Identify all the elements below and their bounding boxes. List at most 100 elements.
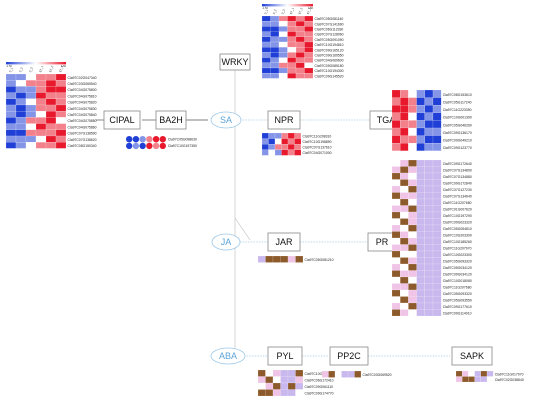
heatmap-cell — [391, 296, 401, 304]
heatmap-cell — [416, 296, 425, 304]
heatmap-cell — [272, 376, 281, 384]
heatmap-cell — [391, 302, 401, 310]
heatmap-cell — [294, 144, 302, 150]
gene-label: Cla97C02G038840 — [495, 378, 524, 382]
heatmap-cell — [400, 185, 409, 193]
heatmap-cell — [408, 127, 417, 136]
heatmap-tga: Cla97C08G153610 Cla97C05G117240 Cla97C11G2… — [391, 89, 472, 151]
heatmap-cell — [274, 144, 282, 150]
heatmap-dot — [126, 136, 133, 143]
heatmap-cell — [265, 369, 274, 377]
heatmap-pr: Cla97C09G172640 Cla97C07G134890 Cla97C07G1… — [391, 159, 472, 317]
heatmap-cell — [15, 111, 27, 118]
heatmap-cell — [408, 296, 417, 304]
heatmap-cell — [408, 112, 417, 121]
heatmap-cell — [294, 149, 302, 156]
heatmap-cell — [295, 389, 304, 397]
gene-label: Cla97C09G165120 — [315, 48, 344, 52]
heatmap-cell — [5, 86, 17, 93]
heatmap-cell — [257, 382, 266, 390]
heatmap-cell — [391, 135, 401, 144]
heatmap-column-label: 0_1 — [8, 66, 14, 72]
heatmap-cell — [416, 192, 425, 200]
heatmap-cell — [278, 73, 288, 79]
node-pr: PR — [367, 232, 397, 252]
heatmap-cell — [391, 192, 401, 200]
heatmap-cell — [408, 224, 417, 232]
node-ja-label: JA — [221, 237, 232, 247]
gene-label: Cla97C05G046260 — [443, 123, 472, 127]
heatmap-cell — [25, 104, 37, 112]
heatmap-cell — [270, 57, 280, 63]
heatmap-column-label: 67_1 — [38, 65, 44, 73]
node-jar: JAR — [267, 232, 301, 252]
heatmap-cell — [424, 205, 434, 213]
heatmap-cell — [424, 283, 434, 291]
heatmap-cell — [432, 159, 442, 167]
heatmap-cell — [432, 112, 442, 121]
heatmap-cell — [416, 211, 425, 219]
gene-label: Cla97C04G071000 — [303, 151, 332, 155]
heatmap-cell — [295, 26, 305, 32]
heatmap-cell — [432, 105, 442, 113]
gene-label: Cla97C10G194300 — [315, 69, 344, 73]
heatmap-cell — [287, 57, 297, 63]
heatmap-npr: Cla97C11G208310 Cla97C10G198890 Cla97C07G1… — [261, 132, 332, 156]
heatmap-cell — [424, 237, 434, 245]
heatmap-cell — [416, 289, 425, 297]
node-jar-label: JAR — [275, 237, 293, 247]
wrky-ja-branch — [234, 217, 251, 241]
heatmap-cell — [261, 21, 271, 27]
heatmap-cell — [424, 244, 434, 252]
heatmap-cell — [408, 302, 417, 310]
heatmap-cell — [391, 97, 401, 106]
heatmap-cell — [432, 172, 442, 180]
gene-label: Cla97C08G153610 — [443, 93, 472, 97]
heatmap-wrky: 0_1 0_2 0_3 67_1 67_2 67_3 -1.50 1.50 Cla97C05G0… — [261, 4, 344, 79]
heatmap-cell — [5, 80, 17, 87]
heatmap-cell — [400, 198, 409, 206]
heatmap-cell — [432, 192, 442, 200]
node-pyl: PYL — [267, 346, 303, 366]
heatmap-cell — [287, 62, 297, 69]
heatmap-cell — [281, 144, 289, 150]
heatmap-cell — [35, 86, 47, 93]
heatmap-cell — [400, 237, 409, 245]
gene-label: Cla97C09G049210 — [443, 139, 472, 143]
heatmap-cell — [304, 26, 314, 32]
heatmap-cell — [295, 41, 305, 48]
heatmap-cell — [287, 382, 296, 390]
heatmap-cell — [304, 52, 314, 58]
heatmap-cell — [408, 263, 417, 271]
heatmap-cell — [408, 250, 417, 258]
heatmap-column-label: 0_3 — [28, 66, 34, 72]
heatmap-cell — [295, 73, 305, 79]
heatmap-cell — [35, 123, 47, 130]
heatmap-cell — [424, 211, 434, 219]
heatmap-cell — [45, 135, 57, 143]
heatmap-cell — [391, 211, 401, 219]
heatmap-cell — [391, 179, 401, 187]
heatmap-cell — [424, 192, 434, 200]
heatmap-cell — [261, 47, 271, 53]
heatmap-cell — [265, 382, 274, 390]
heatmap-cell — [281, 132, 289, 139]
heatmap-cell — [400, 127, 409, 136]
heatmap-cell — [25, 98, 37, 106]
heatmap-cell — [304, 31, 314, 37]
heatmap-cell — [270, 62, 280, 69]
gene-label: Cla97C10G198890 — [303, 140, 332, 144]
heatmap-cell — [35, 117, 47, 124]
heatmap-cell — [416, 224, 425, 232]
heatmap-cell — [287, 52, 297, 58]
heatmap-cell — [35, 80, 47, 87]
heatmap-cell — [304, 62, 314, 69]
heatmap-cell — [416, 166, 425, 174]
heatmap-cell — [391, 263, 401, 271]
heatmap-cell — [391, 250, 401, 258]
heatmap-column-label: 0_1 — [263, 8, 269, 14]
heatmap-cell — [391, 127, 401, 136]
heatmap-cell — [462, 370, 469, 377]
heatmap-cell — [341, 370, 349, 378]
heatmap-cell — [274, 149, 282, 156]
